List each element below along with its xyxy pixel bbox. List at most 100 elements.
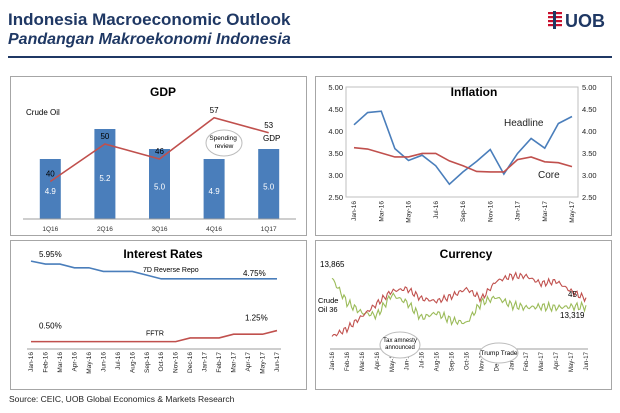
trump-trade-callout: Trump Trade bbox=[479, 342, 519, 364]
inflation-plot-area bbox=[345, 86, 579, 198]
inflation-y-tick-left: 5.00 bbox=[328, 83, 343, 92]
headline-series-label: Headline bbox=[504, 118, 544, 129]
interest-x-tick: Feb-17 bbox=[216, 352, 223, 373]
oil-value-label: 46 bbox=[155, 147, 164, 156]
repo-end-label: 4.75% bbox=[243, 269, 266, 278]
gdp-bar bbox=[203, 159, 225, 219]
oil-value-label: 40 bbox=[46, 170, 55, 179]
inflation-x-tick: Jan-17 bbox=[515, 201, 522, 221]
currency-x-tick: Jun-17 bbox=[584, 351, 590, 370]
interest-x-tick: Oct-16 bbox=[158, 352, 165, 372]
currency-x-tick: Jul-16 bbox=[420, 351, 426, 368]
inflation-chart: 2.50 2.50 3.00 3.00 3.50 3.50 4.00 4.00 4.50 4.50… bbox=[328, 83, 597, 223]
inflation-y-tick-right: 4.00 bbox=[582, 127, 597, 136]
inflation-y-tick-right: 5.00 bbox=[582, 83, 597, 92]
source-note: Source: CEIC, UOB Global Economics & Mar… bbox=[9, 394, 235, 404]
inflation-line-headline bbox=[353, 110, 573, 186]
interest-rates-panel: Jan-16 Feb-16 Mar-16 Apr-16 May-16 Jun-16 Jul-… bbox=[10, 240, 307, 390]
gdp-chart: 4.9 1Q16 5.2 2Q16 5.0 3Q16 4.9 4Q16 5.0 1Q17 40 50 4… bbox=[23, 85, 296, 233]
idr-line bbox=[331, 277, 587, 327]
interest-x-tick: Mar-16 bbox=[57, 352, 64, 373]
inflation-x-tick: May-16 bbox=[406, 201, 413, 223]
interest-x-tick: Nov-16 bbox=[173, 352, 180, 373]
inflation-y-tick-right: 4.50 bbox=[582, 105, 597, 114]
core-series-label: Core bbox=[538, 170, 560, 181]
interest-x-tick: Apr-16 bbox=[71, 352, 78, 372]
currency-x-tick: Feb-17 bbox=[524, 351, 530, 371]
inflation-line-core bbox=[353, 146, 573, 173]
inflation-y-tick-right: 3.00 bbox=[582, 171, 597, 180]
fftr-end-label: 1.25% bbox=[245, 314, 268, 323]
currency-x-tick: Jan-16 bbox=[330, 351, 336, 370]
idr-end-label: 13,319 bbox=[560, 311, 585, 320]
currency-title: Currency bbox=[440, 247, 493, 261]
interest-x-tick: Jun-17 bbox=[274, 352, 281, 372]
gdp-panel: 4.9 1Q16 5.2 2Q16 5.0 3Q16 4.9 4Q16 5.0 1Q17 40 50 4… bbox=[10, 76, 307, 236]
oil-value-label: 53 bbox=[264, 121, 273, 130]
inflation-y-tick-right: 2.50 bbox=[582, 193, 597, 202]
gdp-x-tick: 1Q17 bbox=[261, 226, 277, 233]
currency-x-tick: Aug-16 bbox=[435, 351, 441, 371]
interest-line-repo bbox=[30, 260, 277, 280]
inflation-x-tick: Mar-16 bbox=[378, 201, 385, 222]
header-rule bbox=[8, 56, 612, 58]
interest-x-tick: Jan-17 bbox=[202, 352, 209, 372]
gdp-bar-label: 4.9 bbox=[45, 187, 57, 196]
currency-x-tick: Nov-16 bbox=[479, 351, 485, 371]
repo-series-label: 7D Reverse Repo bbox=[143, 267, 199, 274]
inflation-y-tick-left: 3.50 bbox=[328, 149, 343, 158]
gdp-title: GDP bbox=[150, 85, 176, 99]
interest-x-tick: Mar-17 bbox=[231, 352, 238, 373]
tax-amnesty-callout-text: Tax amnesty announced bbox=[383, 338, 417, 351]
currency-x-tick: Feb-16 bbox=[345, 351, 351, 371]
inflation-y-tick-left: 2.50 bbox=[328, 193, 343, 202]
uob-logo: UOB bbox=[548, 11, 605, 31]
inflation-y-tick-left: 4.00 bbox=[328, 127, 343, 136]
interest-x-tick: Apr-17 bbox=[245, 352, 252, 372]
inflation-x-tick: May-17 bbox=[569, 201, 576, 223]
oil-end-label: 45 bbox=[568, 290, 577, 299]
gdp-bar-label: 5.0 bbox=[154, 183, 166, 192]
interest-title: Interest Rates bbox=[123, 247, 203, 261]
oil-line bbox=[49, 116, 269, 183]
currency-oil-series-label: Crude Oil 36 bbox=[318, 296, 338, 314]
gdp-x-tick: 2Q16 bbox=[97, 226, 113, 233]
gdp-bar-label: 5.2 bbox=[99, 174, 111, 183]
gdp-bar bbox=[149, 149, 170, 219]
interest-x-tick: Sep-16 bbox=[144, 352, 151, 373]
currency-x-tick: Jan-17 bbox=[509, 351, 515, 370]
gdp-bar bbox=[258, 149, 280, 219]
gdp-bar-label: 5.0 bbox=[263, 183, 275, 192]
inflation-y-tick-right: 3.50 bbox=[582, 149, 597, 158]
spending-review-callout: Spending review bbox=[205, 129, 243, 157]
gdp-x-tick: 3Q16 bbox=[152, 226, 168, 233]
repo-start-label: 5.95% bbox=[39, 250, 62, 259]
oil-value-label: 57 bbox=[210, 106, 219, 115]
currency-panel: Jan-16 Feb-16 Mar-16 Apr-16 May-16 Jun-16 Jul-… bbox=[315, 240, 612, 390]
gdp-x-tick: 1Q16 bbox=[42, 226, 58, 233]
interest-x-tick: May-17 bbox=[260, 352, 267, 374]
interest-x-tick: Aug-16 bbox=[129, 352, 136, 373]
oil-line-currency bbox=[331, 271, 587, 337]
inflation-x-tick: Mar-17 bbox=[542, 201, 549, 222]
tax-amnesty-callout: Tax amnesty announced bbox=[379, 331, 421, 359]
currency-x-tick: Mar-17 bbox=[539, 351, 545, 371]
inflation-x-tick: Jul-16 bbox=[433, 201, 440, 219]
currency-x-tick: Mar-16 bbox=[360, 351, 366, 371]
fftr-series-label: FFTR bbox=[146, 331, 164, 338]
interest-x-tick: Jan-16 bbox=[28, 352, 35, 372]
currency-chart: Jan-16 Feb-16 Mar-16 Apr-16 May-16 Jun-16 Jul-… bbox=[318, 247, 590, 372]
inflation-y-tick-left: 3.00 bbox=[328, 171, 343, 180]
interest-x-tick: Dec-16 bbox=[187, 352, 194, 373]
interest-x-tick: Feb-16 bbox=[42, 352, 49, 373]
currency-x-tick: Oct-16 bbox=[464, 351, 470, 370]
interest-line-fftr bbox=[31, 329, 278, 343]
currency-x-tick: Apr-16 bbox=[375, 351, 381, 370]
gdp-bar-label: 4.9 bbox=[209, 187, 221, 196]
gdp-bar bbox=[94, 129, 116, 219]
inflation-panel: 2.50 2.50 3.00 3.00 3.50 3.50 4.00 4.00 4.50 4.50… bbox=[315, 76, 612, 236]
inflation-x-tick: Sep-16 bbox=[460, 201, 467, 222]
fftr-start-label: 0.50% bbox=[39, 322, 62, 331]
currency-x-tick: May-17 bbox=[569, 351, 575, 372]
currency-x-tick: Jun-16 bbox=[405, 351, 411, 370]
